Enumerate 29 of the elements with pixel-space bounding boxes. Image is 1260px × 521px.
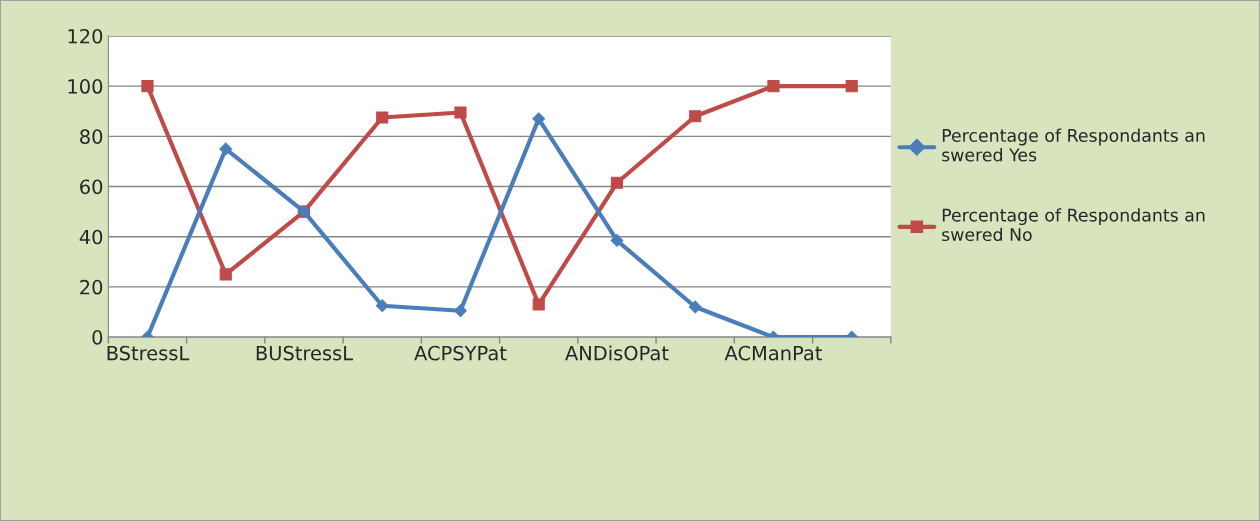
y-tick-label: 40 (79, 229, 103, 245)
y-tick-label: 100 (68, 79, 103, 94)
legend-label: Percentage of Respondants answered Yes (942, 128, 1205, 162)
x-tick-label: ACManPat (724, 345, 822, 361)
x-tick-label: BStressL (107, 345, 190, 361)
point (376, 111, 389, 124)
point (610, 176, 624, 189)
y-tick-label: 120 (68, 28, 103, 44)
x-tick-label: ACPSYPat (414, 345, 507, 361)
y-tick-label: 80 (80, 129, 103, 144)
y-tick-label: 20 (80, 279, 103, 295)
point (141, 80, 154, 93)
y-tick-label: 0 (92, 330, 103, 345)
point (454, 304, 467, 318)
y-tick-label: 60 (80, 179, 103, 195)
point (375, 299, 389, 313)
x-tick-label: BUStressL (256, 345, 353, 361)
legend-label: Percentage of Respondants answered No (942, 208, 1205, 242)
point (454, 106, 467, 119)
point (845, 80, 858, 93)
point (689, 110, 702, 123)
point (610, 234, 624, 247)
point (688, 300, 702, 314)
point (767, 80, 780, 93)
point (219, 268, 232, 281)
point (219, 142, 233, 156)
point (532, 112, 546, 126)
point (532, 298, 545, 311)
x-tick-label: ANDisOPat (565, 345, 669, 361)
